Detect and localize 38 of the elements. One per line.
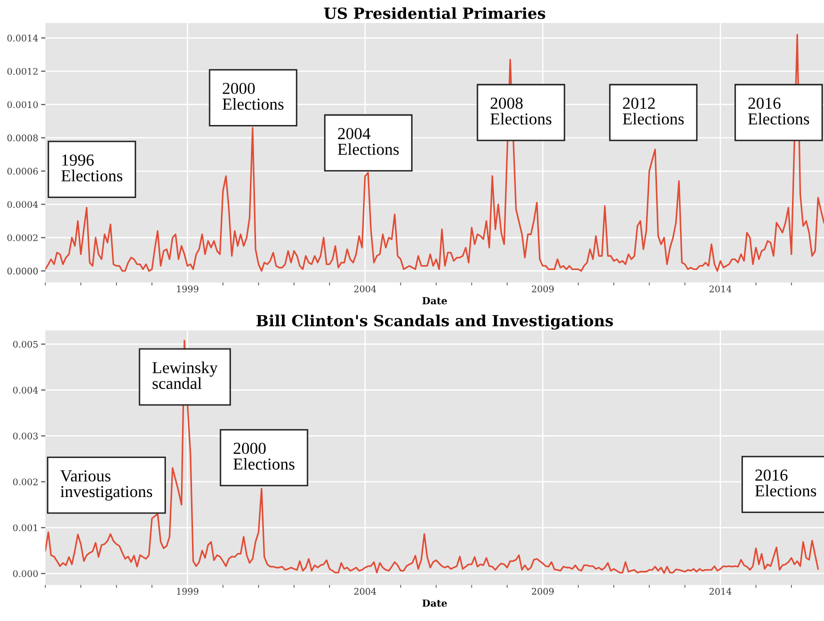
y-tick-label: 0.0014: [7, 34, 38, 42]
y-tick-label: 0.005: [13, 340, 38, 348]
x-tick-label: 1999: [177, 285, 198, 292]
y-tick-label: 0.004: [13, 386, 38, 394]
annotation: Various investigations: [60, 470, 152, 501]
y-tick-label: 0.0012: [7, 68, 38, 75]
x-axis-title: Date: [422, 297, 447, 304]
y-tick-label: 0.001: [13, 524, 38, 532]
y-tick-label: 0.0002: [7, 234, 38, 242]
x-tick-label: 2014: [710, 588, 732, 595]
x-tick-label: 2009: [532, 285, 554, 292]
annotation: Lewinsky scandal: [152, 362, 218, 390]
x-tick-label: 2004: [354, 588, 376, 595]
y-tick-label: 0.0006: [7, 168, 38, 175]
annotation: 2012 Elections: [622, 98, 684, 125]
y-tick-label: 0.0010: [7, 101, 38, 108]
x-tick-label: 2014: [710, 285, 732, 292]
y-tick-label: 0.0000: [7, 268, 38, 274]
chart-title: Bill Clinton's Scandals and Investigations: [256, 314, 613, 330]
y-tick-label: 0.0008: [7, 134, 38, 142]
line-series: [45, 340, 819, 574]
annotation: 2000 Elections: [233, 442, 294, 470]
annotation: 2016 Elections: [748, 98, 810, 125]
annotation: 2008 Elections: [490, 98, 552, 125]
x-axis-title: Date: [422, 600, 447, 607]
line-series: [45, 34, 824, 272]
y-tick-label: 0.000: [13, 570, 38, 578]
y-tick-label: 0.002: [13, 478, 38, 486]
x-tick-label: 2009: [532, 588, 554, 595]
x-tick-label: 1999: [177, 588, 198, 595]
y-tick-label: 0.0004: [7, 201, 38, 208]
annotation: 2004 Elections: [338, 128, 399, 155]
annotation: 1996 Elections: [61, 154, 122, 182]
y-tick-label: 0.003: [13, 432, 38, 440]
annotation: 2016 Elections: [755, 469, 816, 496]
annotation: 2000 Elections: [222, 82, 284, 110]
chart-title: US Presidential Primaries: [324, 7, 546, 20]
x-tick-label: 2004: [354, 285, 376, 292]
